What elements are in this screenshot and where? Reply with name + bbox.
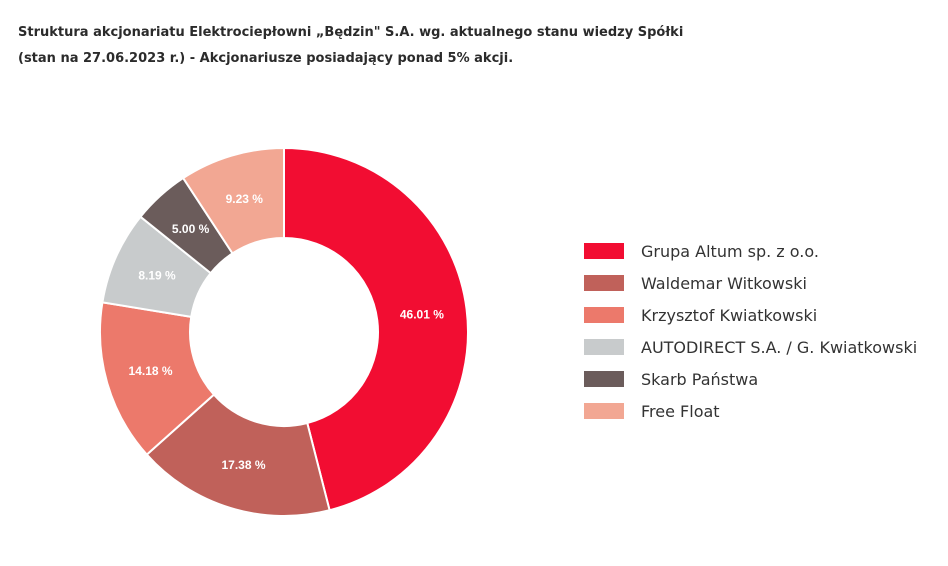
legend-swatch	[584, 339, 624, 355]
legend-swatch	[584, 403, 624, 419]
donut-slices	[99, 146, 469, 517]
legend-item-krzysztof-kwiatkowski[interactable]: Krzysztof Kwiatkowski	[584, 299, 917, 331]
chart-title-line-1: Struktura akcjonariatu Elektrociepłowni …	[18, 25, 684, 40]
slice-grupa-altum-sp-z-o-o[interactable]	[283, 146, 469, 512]
legend-item-skarb-panstwa[interactable]: Skarb Państwa	[584, 363, 917, 395]
slice-label-krzysztof-kwiatkowski: 14.18 %	[129, 364, 173, 378]
slice-label-free-float: 9.23 %	[226, 192, 264, 206]
slice-free-float[interactable]	[181, 146, 285, 255]
legend-label: Krzysztof Kwiatkowski	[641, 305, 818, 325]
slice-label-grupa-altum-sp-z-o-o: 46.01 %	[400, 308, 444, 322]
chart-legend: Grupa Altum sp. z o.o. Waldemar Witkowsk…	[584, 235, 917, 427]
chart-title-line-2: (stan na 27.06.2023 r.) - Akcjonariusze …	[18, 51, 514, 66]
legend-swatch	[584, 243, 624, 259]
legend-item-autodirect[interactable]: AUTODIRECT S.A. / G. Kwiatkowski	[584, 331, 917, 363]
slice-label-autodirect-s-a-g-kwiatkowski: 8.19 %	[138, 268, 176, 282]
donut-slice-labels: 46.01 % 17.38 % 14.18 % 8.19 % 5.00 % 9.23 %	[129, 192, 445, 472]
legend-item-free-float[interactable]: Free Float	[584, 395, 917, 427]
legend-label: Waldemar Witkowski	[641, 273, 807, 293]
legend-label: Skarb Państwa	[641, 369, 759, 389]
chart-title: Struktura akcjonariatu Elektrociepłowni …	[18, 20, 683, 72]
legend-label: Free Float	[641, 401, 720, 421]
slice-label-waldemar-witkowski: 17.38 %	[221, 458, 265, 472]
legend-item-waldemar-witkowski[interactable]: Waldemar Witkowski	[584, 267, 917, 299]
legend-item-grupa-altum[interactable]: Grupa Altum sp. z o.o.	[584, 235, 917, 267]
legend-label: Grupa Altum sp. z o.o.	[641, 241, 819, 261]
slice-label-skarb-panstwa: 5.00 %	[172, 222, 210, 236]
legend-swatch	[584, 275, 624, 291]
legend-label: AUTODIRECT S.A. / G. Kwiatkowski	[641, 337, 918, 357]
slice-waldemar-witkowski[interactable]	[145, 393, 331, 517]
legend-swatch	[584, 371, 624, 387]
legend-swatch	[584, 307, 624, 323]
